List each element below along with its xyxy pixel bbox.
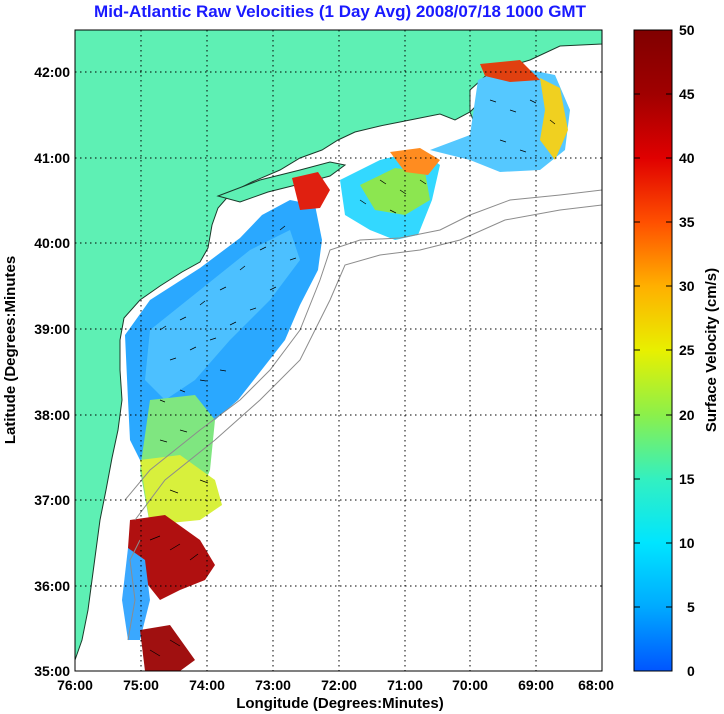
x-tick-label: 69:00 xyxy=(518,677,554,693)
velocity-patch-li-sound-green xyxy=(360,168,430,215)
colorbar-tick-label: 10 xyxy=(679,535,695,551)
velocity-patch-ny-bight-red xyxy=(292,172,330,210)
y-tick-labels: 42:00 41:00 40:00 39:00 38:00 37:00 36:0… xyxy=(34,64,70,679)
map-title: Mid-Atlantic Raw Velocities (1 Day Avg) … xyxy=(94,2,587,21)
colorbar-tick-label: 50 xyxy=(679,22,695,38)
velocity-patch-shelf-inner xyxy=(145,230,300,400)
x-tick-labels: 76:00 75:00 74:00 73:00 72:00 71:00 70:0… xyxy=(57,677,614,693)
x-tick-label: 72:00 xyxy=(321,677,357,693)
x-tick-label: 74:00 xyxy=(189,677,225,693)
colorbar-label: Surface Velocity (cm/s) xyxy=(703,268,720,432)
y-tick-label: 36:00 xyxy=(34,578,70,594)
y-tick-label: 38:00 xyxy=(34,407,70,423)
velocity-patch-nantucket-yellow xyxy=(540,78,568,160)
x-tick-label: 71:00 xyxy=(387,677,423,693)
colorbar xyxy=(633,29,673,672)
velocity-field xyxy=(122,60,570,671)
x-tick-label: 76:00 xyxy=(57,677,93,693)
colorbar-tick-label: 35 xyxy=(679,214,695,230)
grid-lines xyxy=(75,30,602,671)
y-tick-label: 35:00 xyxy=(34,663,70,679)
velocity-patch-yellow xyxy=(140,455,222,525)
velocity-vectors xyxy=(149,99,556,657)
x-tick-label: 73:00 xyxy=(255,677,291,693)
colorbar-ticks xyxy=(634,93,672,608)
x-axis-label: Longitude (Degrees:Minutes) xyxy=(236,695,444,712)
colorbar-tick-label: 30 xyxy=(679,278,695,294)
y-tick-label: 39:00 xyxy=(34,321,70,337)
x-tick-label: 75:00 xyxy=(123,677,159,693)
velocity-patch-south-blue xyxy=(122,548,150,640)
y-tick-label: 40:00 xyxy=(34,235,70,251)
colorbar-tick-label: 5 xyxy=(687,599,695,615)
bathymetry-contours xyxy=(124,189,602,641)
colorbar-tick-label: 20 xyxy=(679,407,695,423)
colorbar-tick-label: 40 xyxy=(679,150,695,166)
velocity-patch-hatteras xyxy=(128,515,215,600)
velocity-patch-block-island xyxy=(390,148,440,175)
y-tick-label: 41:00 xyxy=(34,150,70,166)
colorbar-tick-label: 25 xyxy=(679,342,695,358)
y-axis-label: Latitude (Degrees:Minutes xyxy=(2,256,19,444)
y-tick-label: 42:00 xyxy=(34,64,70,80)
colorbar-tick-label: 15 xyxy=(679,471,695,487)
velocity-patch-south-red xyxy=(140,625,195,671)
land-long-island xyxy=(216,161,347,203)
x-tick-label: 68:00 xyxy=(578,677,614,693)
y-tick-label: 37:00 xyxy=(34,492,70,508)
x-tick-label: 70:00 xyxy=(452,677,488,693)
velocity-patch-eastern-shelf xyxy=(430,66,570,172)
plot-frame xyxy=(74,29,603,672)
colorbar-tick-label: 45 xyxy=(679,86,695,102)
velocity-patch-nantucket-red xyxy=(480,60,540,82)
colorbar-tick-label: 0 xyxy=(687,663,695,679)
land-mainland xyxy=(75,30,602,661)
colorbar-tick-labels: 50 45 40 35 30 25 20 15 10 5 0 xyxy=(679,22,695,679)
